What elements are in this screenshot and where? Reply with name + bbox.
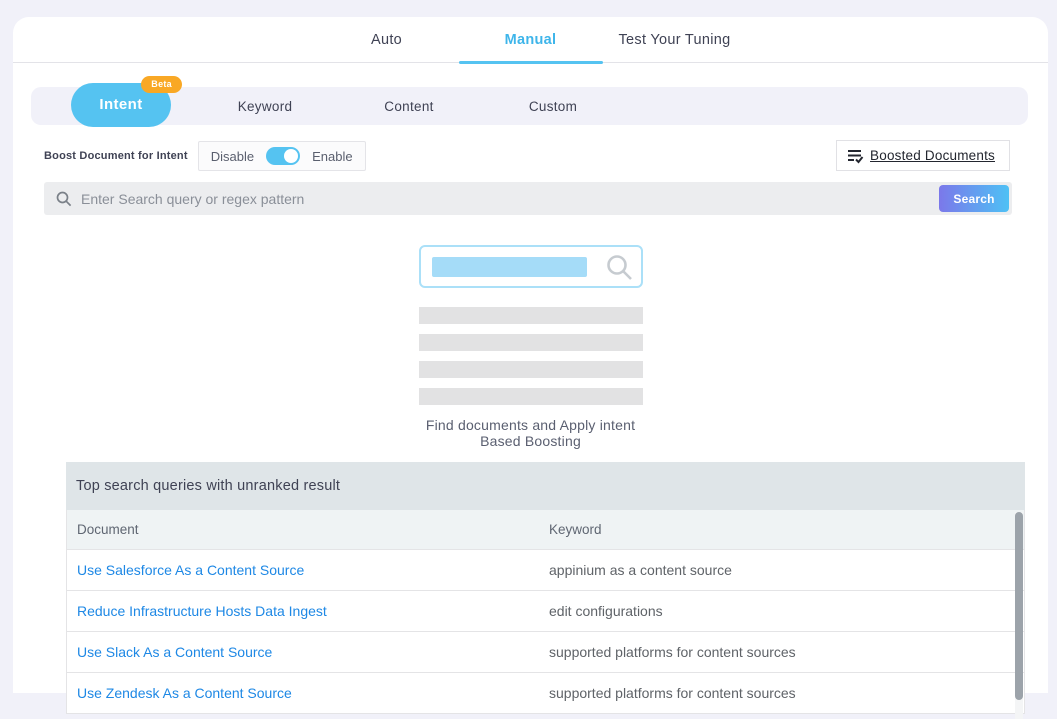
disable-label: Disable [210, 148, 255, 164]
column-header-keyword: Keyword [549, 522, 602, 537]
tab-manual[interactable]: Manual [458, 17, 603, 64]
skeleton-line [418, 307, 643, 324]
skeleton-line [418, 388, 643, 405]
keyword-cell: supported platforms for content sources [549, 685, 796, 701]
scrollbar-thumb[interactable] [1015, 512, 1023, 700]
unranked-results-table: Top search queries with unranked result … [66, 462, 1025, 719]
document-link[interactable]: Reduce Infrastructure Hosts Data Ingest [77, 603, 327, 619]
search-bar: Search [44, 182, 1012, 215]
boosted-documents-button[interactable]: Boosted Documents [836, 140, 1010, 171]
tab-content[interactable]: Content [384, 98, 434, 114]
table-row: Use Slack As a Content Source supported … [67, 632, 1024, 673]
table-scrollbar[interactable] [1015, 512, 1023, 719]
magnifier-icon [606, 254, 632, 280]
table-body: Document Keyword Use Salesforce As a Con… [66, 510, 1025, 719]
tab-intent[interactable]: Intent Beta [71, 75, 182, 127]
main-tab-bar: Auto Manual Test Your Tuning [13, 17, 1048, 64]
empty-state: Find documents and Apply intent Based Bo… [418, 245, 643, 449]
table-header-row: Document Keyword [67, 510, 1024, 550]
keyword-cell: supported platforms for content sources [549, 644, 796, 660]
toggle-knob [284, 149, 299, 163]
list-check-icon [848, 150, 864, 164]
sub-tab-bar: Intent Beta Keyword Content Custom [31, 75, 1028, 127]
beta-badge: Beta [141, 75, 182, 93]
document-link[interactable]: Use Zendesk As a Content Source [77, 685, 292, 701]
search-button[interactable]: Search [939, 185, 1009, 212]
tab-intent-label: Intent [99, 96, 143, 113]
empty-search-box-illustration [418, 245, 643, 288]
search-input[interactable] [81, 190, 939, 207]
table-row: Use Zendesk As a Content Source supporte… [67, 673, 1024, 714]
skeleton-line [418, 334, 643, 351]
keyword-cell: appinium as a content source [549, 562, 732, 578]
boost-toggle[interactable] [266, 147, 301, 165]
boost-document-label: Boost Document for Intent [44, 150, 188, 162]
tuning-panel: Auto Manual Test Your Tuning Intent Beta… [13, 17, 1048, 719]
tab-custom[interactable]: Custom [528, 98, 578, 114]
tab-keyword[interactable]: Keyword [237, 98, 293, 114]
document-link[interactable]: Use Slack As a Content Source [77, 644, 273, 660]
column-header-document: Document [77, 522, 139, 537]
tab-auto[interactable]: Auto [370, 32, 403, 48]
skeleton-query-bar [431, 256, 587, 277]
skeleton-line [418, 361, 643, 378]
table-row: Reduce Infrastructure Hosts Data Ingest … [67, 591, 1024, 632]
table-title: Top search queries with unranked result [66, 462, 1025, 510]
search-icon [56, 191, 72, 206]
boost-row: Boost Document for Intent Disable Enable… [44, 140, 1028, 171]
empty-state-caption: Find documents and Apply intent Based Bo… [425, 417, 636, 449]
document-link[interactable]: Use Salesforce As a Content Source [77, 562, 305, 578]
boost-toggle-group[interactable]: Disable Enable [197, 141, 366, 171]
keyword-cell: edit configurations [549, 603, 663, 619]
table-row: Use Salesforce As a Content Source appin… [67, 550, 1024, 591]
enable-label: Enable [312, 148, 353, 164]
tab-test-your-tuning[interactable]: Test Your Tuning [618, 32, 731, 48]
boosted-documents-label: Boosted Documents [870, 148, 995, 163]
